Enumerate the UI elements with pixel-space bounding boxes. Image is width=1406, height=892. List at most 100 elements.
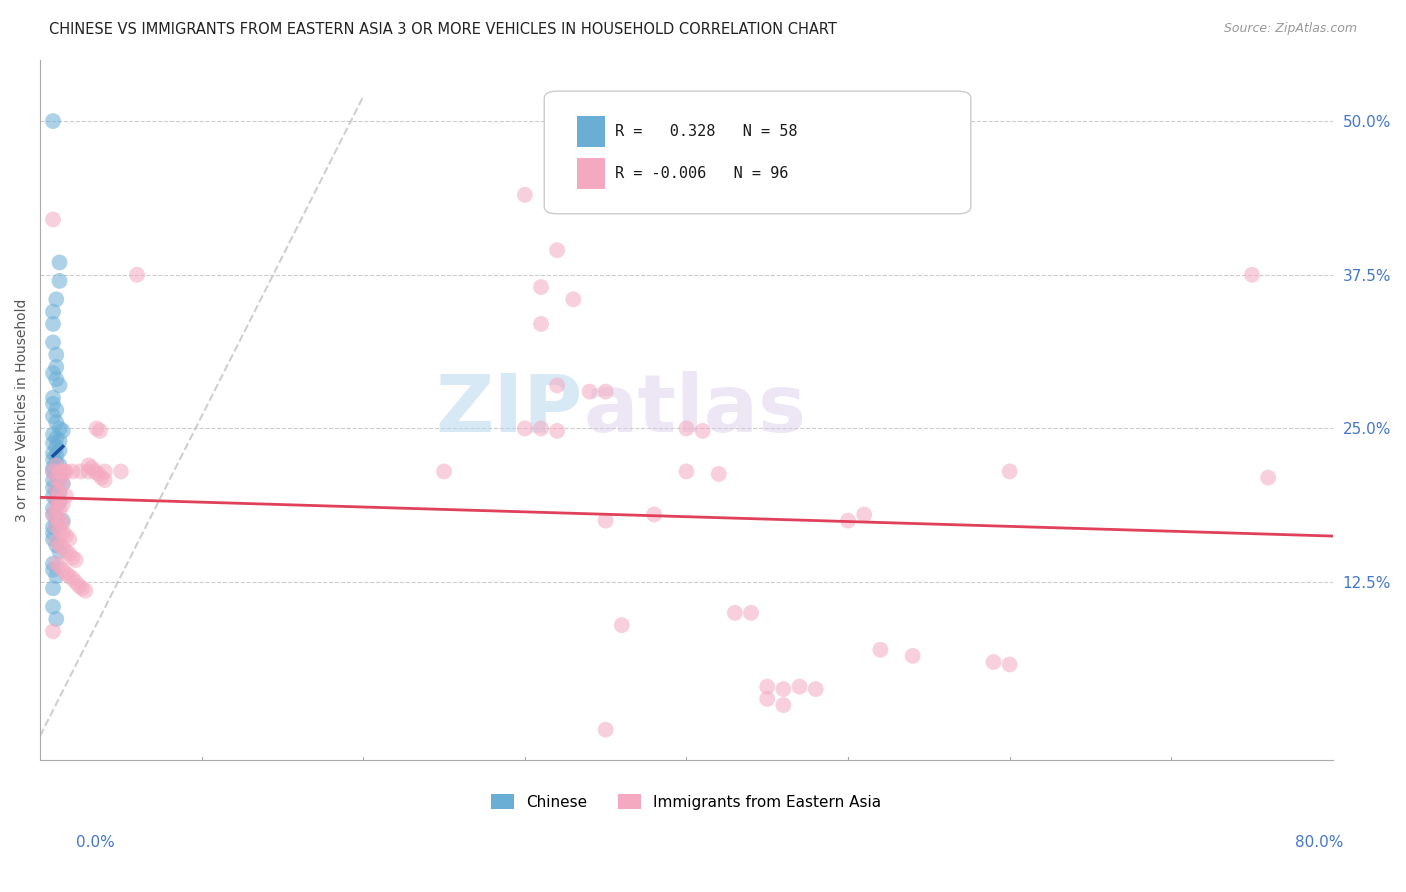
Point bbox=[853, 508, 876, 522]
Y-axis label: 3 or more Vehicles in Household: 3 or more Vehicles in Household bbox=[15, 298, 30, 522]
Point bbox=[69, 465, 91, 479]
Point bbox=[70, 581, 93, 595]
Point bbox=[48, 495, 70, 509]
Point bbox=[562, 293, 585, 307]
Point bbox=[52, 541, 75, 555]
Point bbox=[45, 348, 67, 362]
Point bbox=[595, 384, 617, 399]
Point bbox=[55, 544, 77, 558]
Point bbox=[433, 465, 456, 479]
Point bbox=[58, 532, 80, 546]
Point bbox=[65, 553, 87, 567]
Point bbox=[1240, 268, 1263, 282]
Point bbox=[48, 421, 70, 435]
Bar bbox=[576, 116, 605, 147]
Point bbox=[42, 624, 65, 639]
Point bbox=[55, 489, 77, 503]
Point bbox=[707, 467, 730, 481]
Point bbox=[48, 514, 70, 528]
Point bbox=[45, 510, 67, 524]
Point bbox=[513, 187, 536, 202]
Point bbox=[513, 421, 536, 435]
Point bbox=[42, 563, 65, 577]
Point bbox=[45, 501, 67, 516]
Point bbox=[675, 465, 697, 479]
Point bbox=[789, 680, 811, 694]
Point bbox=[45, 293, 67, 307]
Point bbox=[48, 495, 70, 509]
Point bbox=[48, 538, 70, 552]
Point bbox=[42, 391, 65, 405]
Point bbox=[42, 508, 65, 522]
Point bbox=[530, 280, 553, 294]
Point bbox=[546, 424, 568, 438]
Point bbox=[42, 465, 65, 479]
Point bbox=[45, 359, 67, 374]
Point bbox=[45, 470, 67, 484]
Text: 0.0%: 0.0% bbox=[76, 836, 115, 850]
Point bbox=[55, 566, 77, 581]
Point bbox=[93, 473, 115, 487]
Point bbox=[62, 571, 84, 585]
Point bbox=[772, 698, 794, 712]
Point bbox=[87, 467, 110, 481]
Point bbox=[48, 473, 70, 487]
Point bbox=[42, 446, 65, 460]
Point bbox=[58, 547, 80, 561]
Point bbox=[45, 557, 67, 571]
Point bbox=[75, 583, 97, 598]
Point bbox=[90, 470, 112, 484]
Point bbox=[756, 680, 779, 694]
Point bbox=[530, 421, 553, 435]
Point bbox=[45, 612, 67, 626]
Point bbox=[48, 274, 70, 288]
FancyBboxPatch shape bbox=[544, 91, 970, 214]
Point bbox=[52, 516, 75, 530]
Point bbox=[55, 465, 77, 479]
Point bbox=[998, 657, 1021, 672]
Point bbox=[48, 522, 70, 536]
Point bbox=[42, 532, 65, 546]
Point bbox=[45, 449, 67, 463]
Point bbox=[42, 473, 65, 487]
Point bbox=[42, 460, 65, 475]
Point bbox=[42, 436, 65, 450]
Point bbox=[804, 682, 827, 697]
Point bbox=[643, 508, 665, 522]
Point bbox=[546, 378, 568, 392]
Point bbox=[692, 424, 714, 438]
Point bbox=[93, 465, 115, 479]
Point bbox=[42, 557, 65, 571]
Point bbox=[77, 465, 100, 479]
Point bbox=[869, 642, 891, 657]
Point bbox=[48, 255, 70, 269]
Point bbox=[42, 501, 65, 516]
Point bbox=[42, 427, 65, 442]
Text: R =   0.328   N = 58: R = 0.328 N = 58 bbox=[616, 124, 797, 139]
Point bbox=[772, 682, 794, 697]
Point bbox=[45, 372, 67, 386]
Point bbox=[756, 692, 779, 706]
Point bbox=[52, 476, 75, 491]
Point bbox=[45, 431, 67, 445]
Point bbox=[48, 485, 70, 500]
Point bbox=[42, 489, 65, 503]
Point bbox=[45, 492, 67, 507]
Text: CHINESE VS IMMIGRANTS FROM EASTERN ASIA 3 OR MORE VEHICLES IN HOUSEHOLD CORRELAT: CHINESE VS IMMIGRANTS FROM EASTERN ASIA … bbox=[49, 22, 837, 37]
Point bbox=[48, 470, 70, 484]
Point bbox=[125, 268, 148, 282]
Point bbox=[48, 378, 70, 392]
Point bbox=[42, 397, 65, 411]
Point bbox=[546, 243, 568, 257]
Point bbox=[48, 559, 70, 574]
Point bbox=[52, 476, 75, 491]
Point bbox=[58, 569, 80, 583]
Point bbox=[45, 510, 67, 524]
Point bbox=[42, 581, 65, 595]
Point bbox=[52, 424, 75, 438]
Text: 80.0%: 80.0% bbox=[1295, 836, 1343, 850]
Point bbox=[595, 723, 617, 737]
Point bbox=[84, 465, 107, 479]
Legend: Chinese, Immigrants from Eastern Asia: Chinese, Immigrants from Eastern Asia bbox=[485, 788, 887, 816]
Point bbox=[53, 465, 76, 479]
